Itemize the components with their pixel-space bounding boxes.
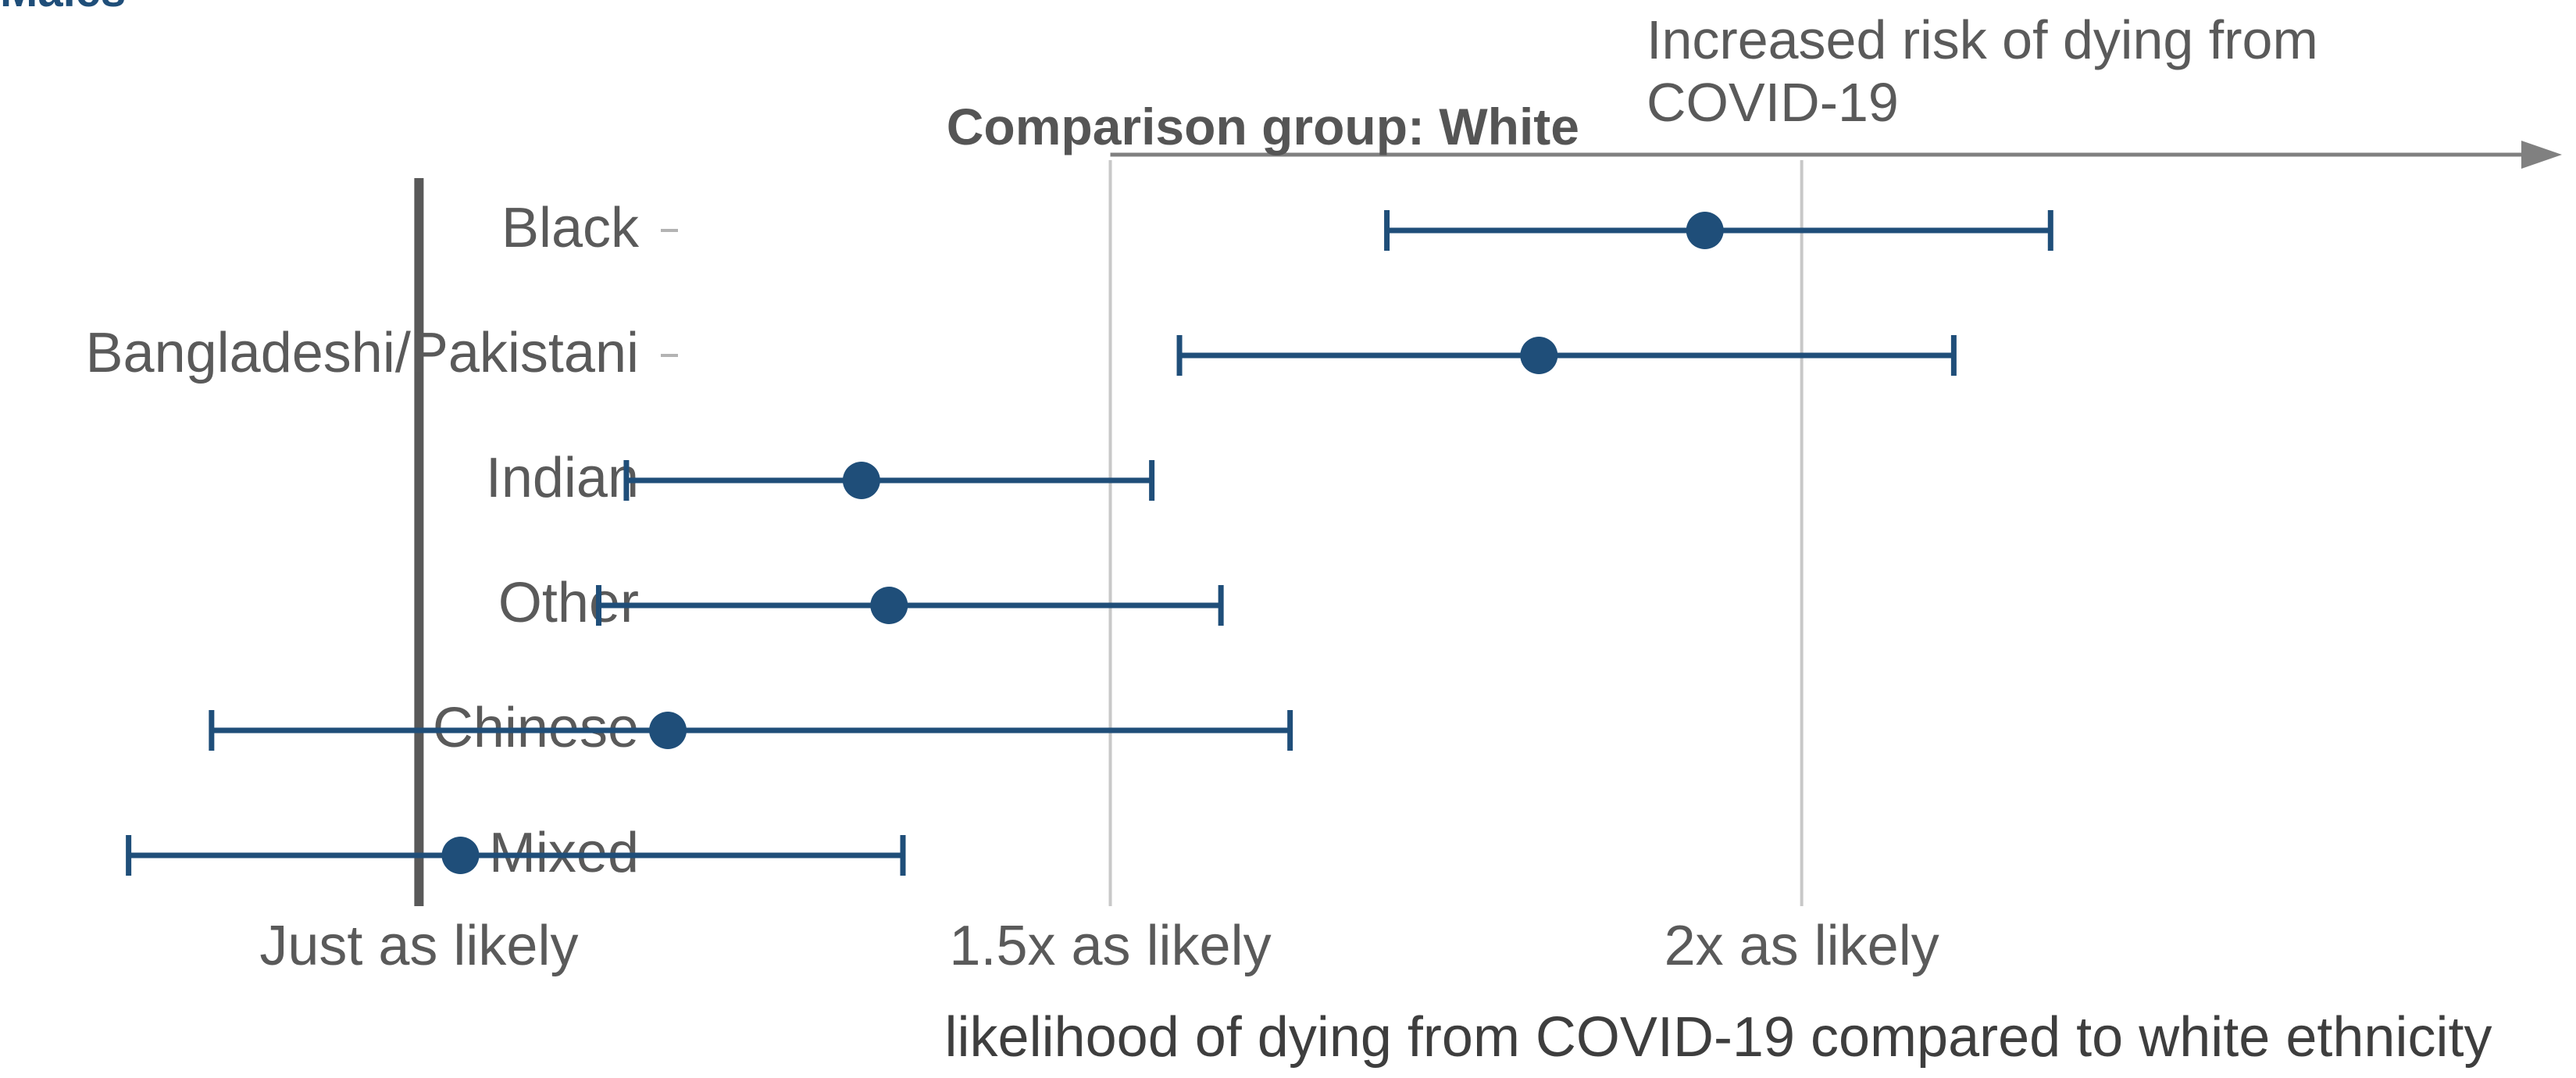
point-3 [842,462,880,499]
x-tick-label-3: 2x as likely [1664,915,1939,977]
data-marks [126,210,2053,876]
category-label-3: Indian [486,447,639,509]
point-2 [1520,337,1558,374]
grid-lines [414,160,1804,906]
direction-label-line-1: Increased risk of dying from [1647,9,2318,70]
chart-title: Males [0,0,126,16]
point-5 [649,712,687,749]
direction-label-line-2: COVID-19 [1647,72,1899,133]
direction-annotation: Increased risk of dying from COVID-19 [1110,9,2562,169]
category-labels: BlackBangladeshi/PakistaniIndianOtherChi… [86,197,678,884]
x-tick-label-1: Just as likely [259,915,578,977]
direction-arrow-head [2521,141,2562,169]
x-tick-labels: Just as likely 1.5x as likely 2x as likely [259,915,1939,977]
category-label-2: Bangladeshi/Pakistani [86,322,639,384]
x-axis-label: likelihood of dying from COVID-19 compar… [945,1006,2492,1069]
x-tick-label-2: 1.5x as likely [949,915,1271,977]
reference-label: Comparison group: White [947,98,1579,155]
category-label-1: Black [501,197,640,259]
point-6 [441,837,480,874]
point-1 [1686,212,1724,249]
point-4 [870,587,908,624]
